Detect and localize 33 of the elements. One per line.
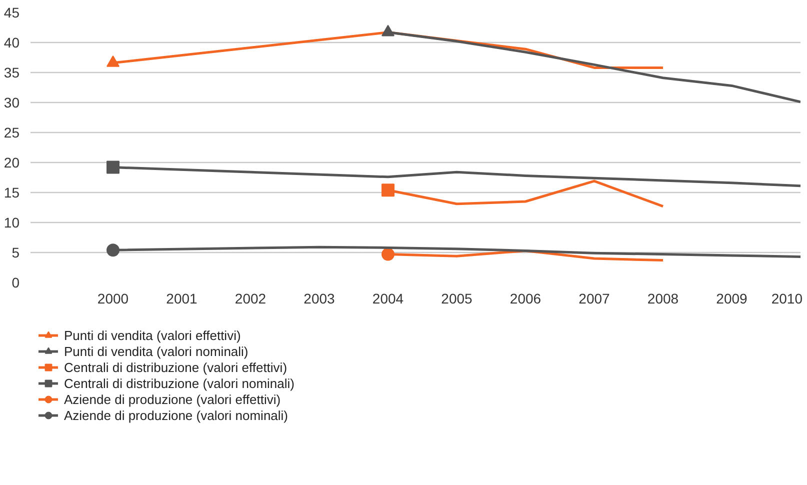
x-tick-label: 2007 [578, 290, 610, 306]
y-tick-label: 45 [4, 4, 20, 20]
y-tick-label: 15 [4, 184, 20, 200]
legend-label: Aziende di produzione (valori effettivi) [64, 391, 281, 407]
point [106, 55, 120, 67]
x-tick-label: 2010 [771, 290, 803, 306]
legend-label: Centrali di distribuzione (valori effettivi) [64, 359, 288, 375]
x-tick-label: 2009 [716, 290, 748, 306]
legend-label: Punti di vendita (valori nominali) [64, 343, 248, 359]
y-tick-label: 25 [4, 124, 20, 140]
x-tick-label: 2003 [304, 290, 336, 306]
y-tick-label: 40 [4, 34, 20, 50]
x-tick-label: 2004 [372, 290, 404, 306]
legend-label: Centrali di distribuzione (valori nominali) [64, 375, 294, 391]
point [382, 184, 394, 197]
legend-label: Aziende di produzione (valori nominali) [64, 407, 288, 423]
point [106, 160, 120, 174]
x-tick-label: 2005 [441, 290, 473, 306]
legend-label: Punti di vendita (valori effettivi) [64, 327, 241, 343]
x-tick-label: 2006 [510, 290, 542, 306]
y-tick-label: 30 [4, 94, 20, 110]
y-tick-label: 20 [4, 154, 20, 170]
point [382, 248, 394, 261]
x-tick-label: 2008 [647, 290, 679, 306]
point [106, 244, 120, 257]
x-tick-label: 2002 [234, 290, 266, 306]
y-tick-label: 5 [12, 244, 20, 260]
point [382, 24, 394, 36]
y-tick-label: 10 [4, 214, 20, 230]
y-tick-label: 35 [4, 64, 20, 80]
y-tick-label: 0 [12, 274, 20, 290]
x-tick-label: 2000 [97, 290, 129, 306]
x-tick-label: 2001 [166, 290, 198, 306]
